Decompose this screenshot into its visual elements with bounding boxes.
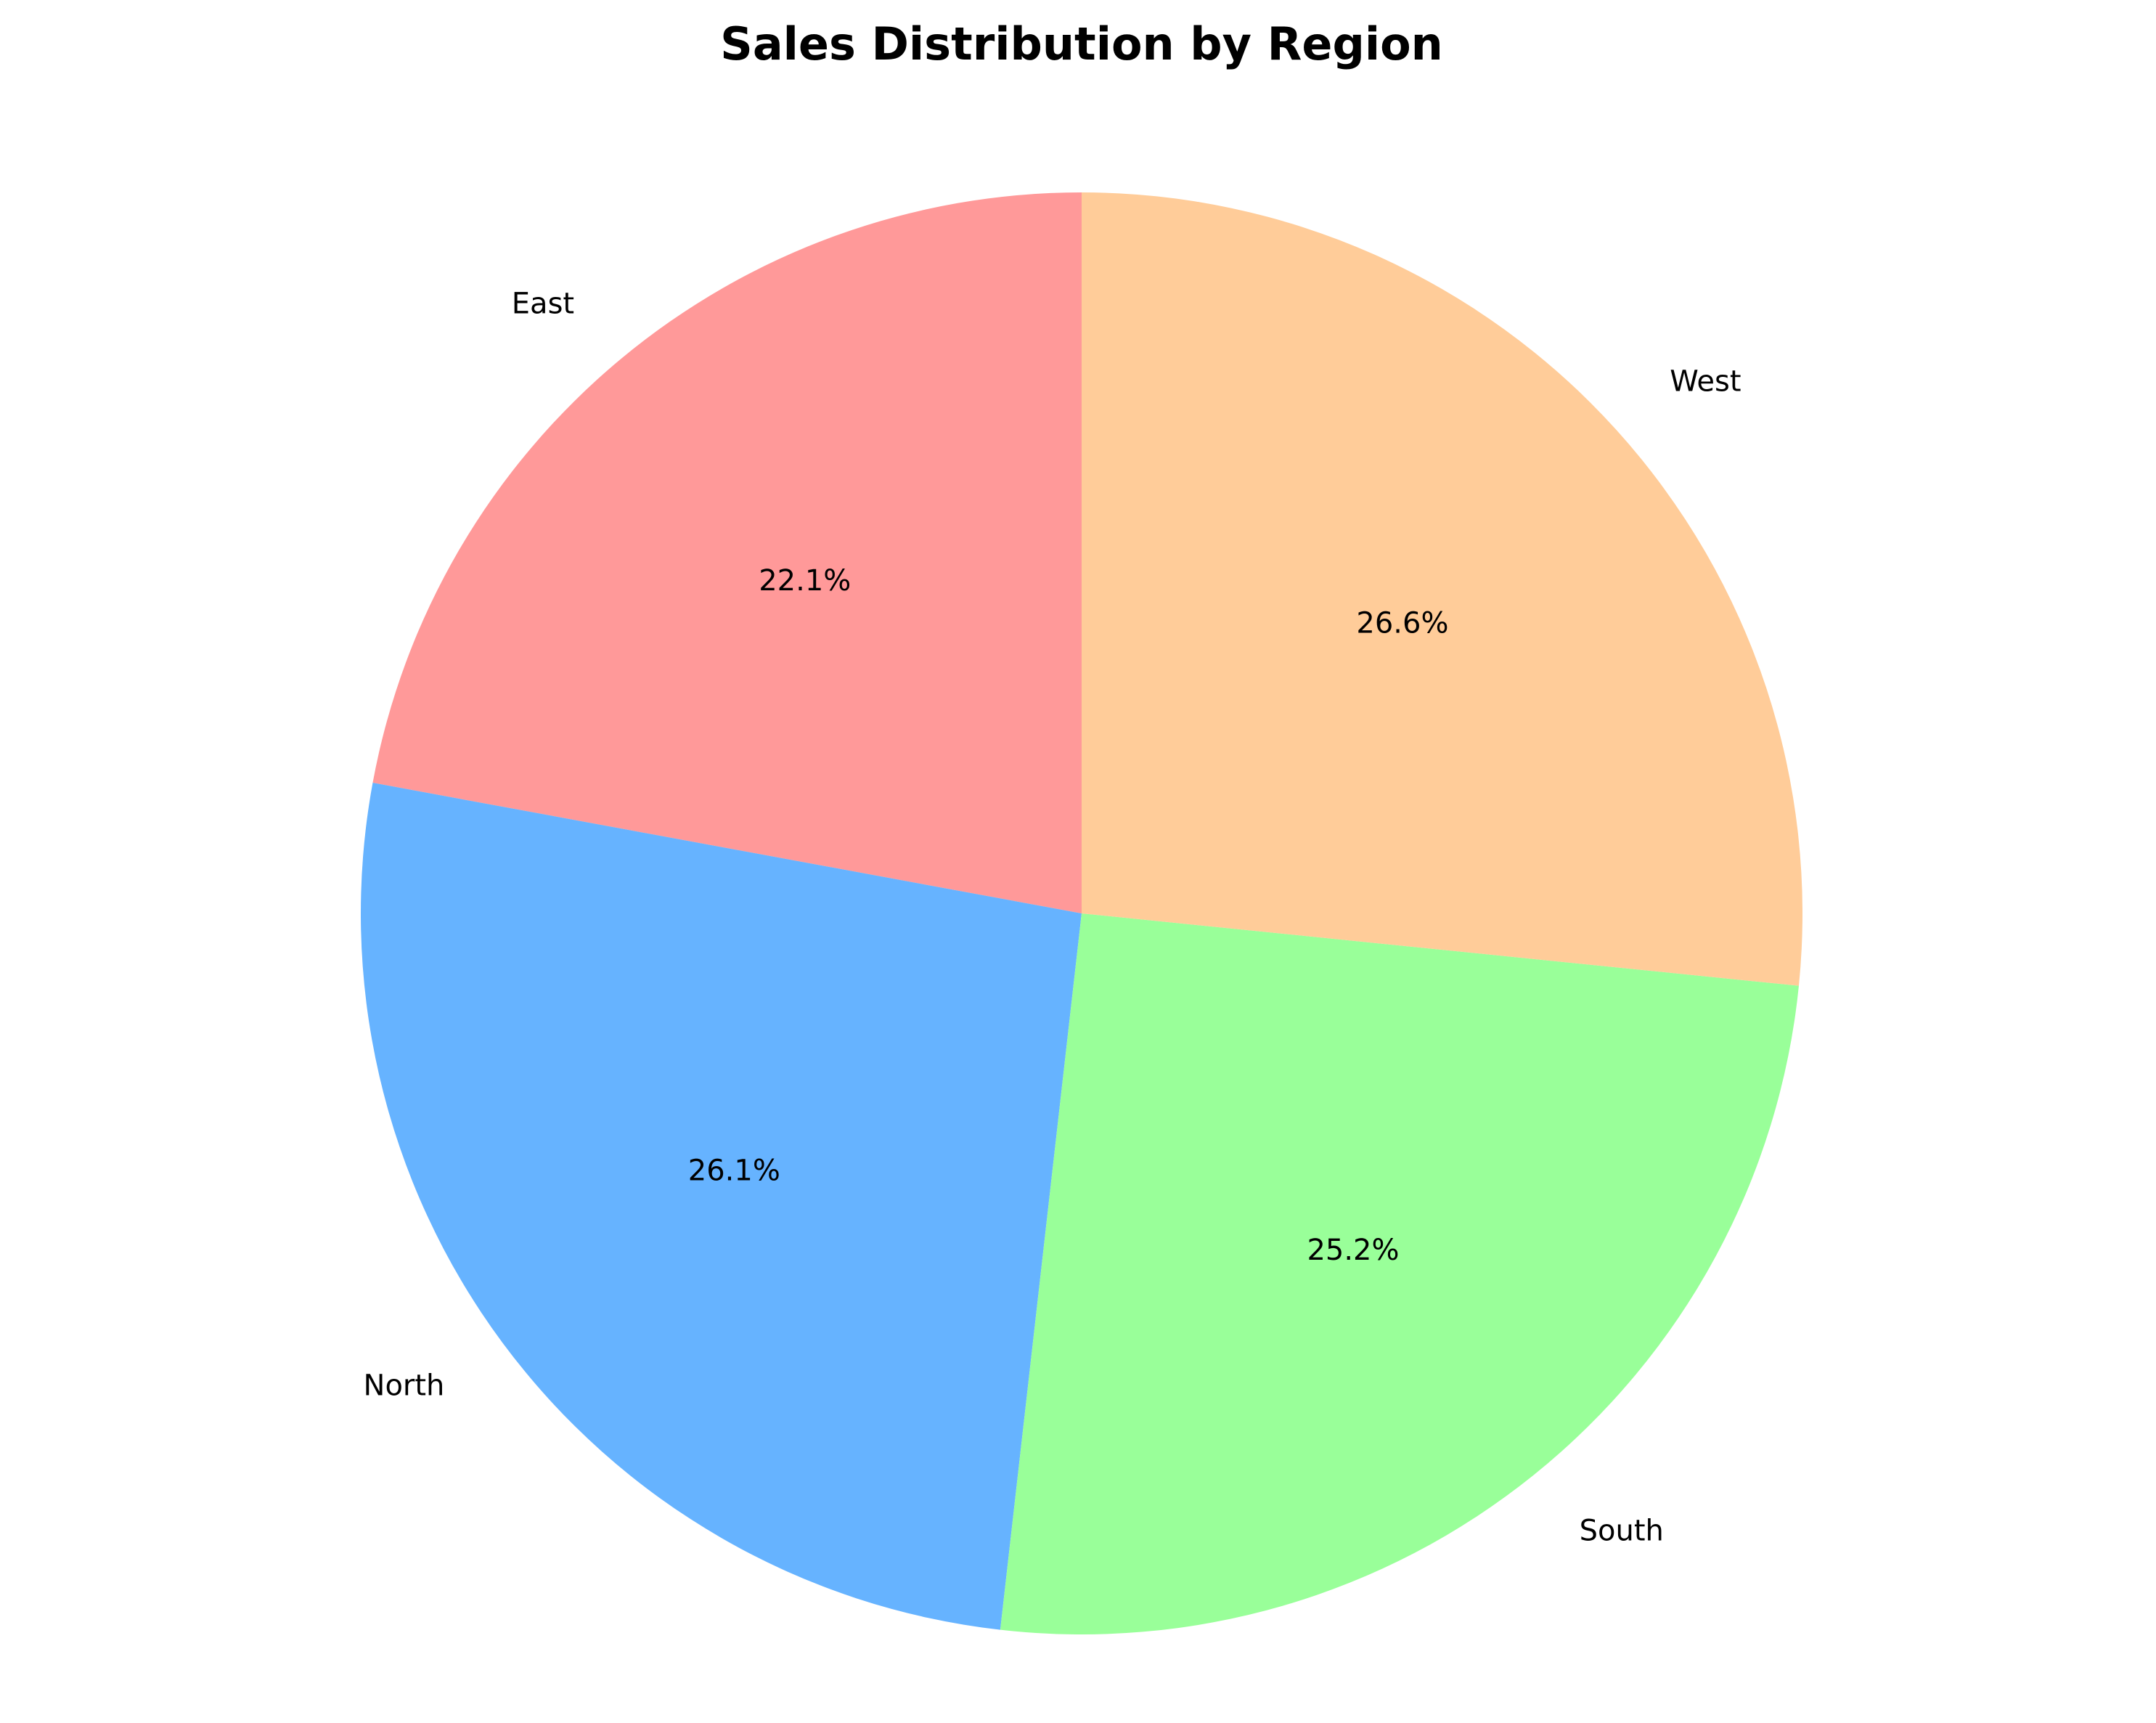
slice-label-east: East (512, 288, 574, 321)
slice-label-west: West (1670, 364, 1741, 398)
pie-slice-south (1000, 913, 1799, 1635)
slice-label-north: North (364, 1369, 445, 1402)
pie-labels: East 22.1% North 26.1% South 25.2% West 26.6% (364, 288, 1741, 1548)
slice-label-south: South (1580, 1514, 1664, 1547)
pie-slices (360, 192, 1803, 1635)
pct-label-north: 26.1% (688, 1154, 780, 1188)
pie-slice-north (360, 783, 1082, 1630)
pie-slice-east (372, 192, 1082, 913)
pie-slice-west (1082, 192, 1803, 986)
chart-title: Sales Distribution by Region (720, 17, 1443, 70)
pct-label-south: 25.2% (1307, 1234, 1399, 1267)
pct-label-west: 26.6% (1356, 606, 1448, 640)
pct-label-east: 22.1% (759, 564, 851, 598)
